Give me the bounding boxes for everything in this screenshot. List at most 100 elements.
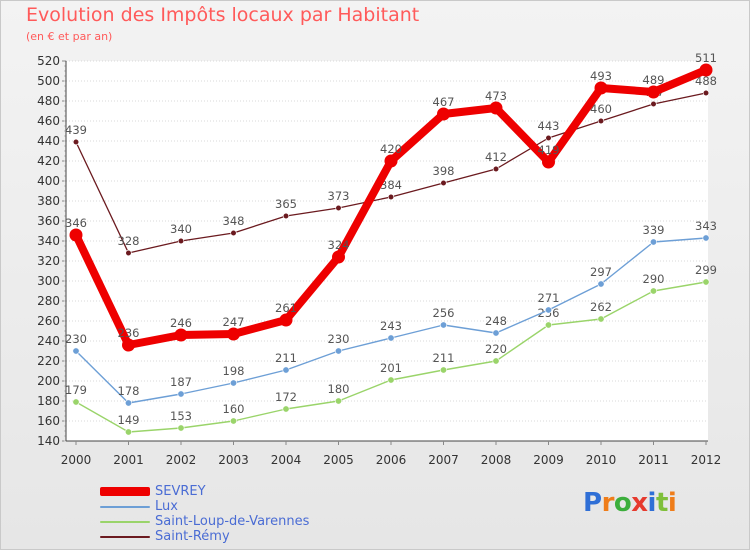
data-point-saint-remy [387,193,395,201]
y-tick-label: 140 [37,434,60,448]
data-label-sevrey: 346 [65,216,87,230]
data-point-saint-remy [492,165,500,173]
data-label-saint-remy: 488 [695,74,717,88]
logo-letter: r [601,488,615,518]
data-label-lux: 248 [485,314,507,328]
data-label-sevrey: 324 [328,238,350,252]
data-label-saint-loup-de-varennes: 262 [590,300,612,314]
data-point-saint-loup-de-varennes [334,397,342,405]
data-label-saint-loup-de-varennes: 180 [328,382,350,396]
data-point-saint-loup-de-varennes [72,398,80,406]
y-tick-label: 360 [37,214,60,228]
y-tick-label: 460 [37,114,60,128]
data-point-saint-remy [440,179,447,187]
data-label-sevrey: 473 [485,89,507,103]
logo-letter: P [583,488,602,518]
data-point-saint-remy [650,100,657,108]
data-label-saint-remy: 365 [275,197,297,211]
data-label-lux: 211 [275,351,297,365]
y-tick-label: 240 [37,334,60,348]
y-tick-label: 420 [37,154,60,168]
plot-area [66,61,708,441]
logo-letter: i [647,488,657,518]
y-tick-label: 380 [37,194,60,208]
data-point-saint-remy [230,229,237,237]
legend-label-lux: Lux [155,499,178,514]
data-point-saint-remy [702,89,710,97]
data-point-saint-loup-de-varennes [387,376,395,384]
data-label-saint-loup-de-varennes: 160 [223,402,245,416]
y-tick-label: 400 [37,174,60,188]
y-tick-label: 220 [37,354,60,368]
legend-swatch-sevrey [100,487,150,496]
data-label-saint-loup-de-varennes: 153 [170,409,192,423]
legend-swatch-lux [100,505,150,508]
data-label-saint-loup-de-varennes: 149 [118,413,140,427]
data-point-sevrey [332,250,345,264]
data-point-saint-remy [335,204,342,212]
data-label-sevrey: 489 [643,73,665,87]
data-point-sevrey [594,81,608,95]
y-tick-label: 440 [37,134,60,148]
logo-letter: o [613,488,632,518]
data-label-lux: 230 [328,332,350,346]
data-label-saint-loup-de-varennes: 172 [275,390,297,404]
data-point-sevrey [542,155,555,169]
y-tick-label: 280 [37,294,60,308]
y-tick-label: 340 [37,234,60,248]
data-point-sevrey [384,154,398,168]
data-point-saint-loup-de-varennes [230,417,238,425]
x-tick-label: 2007 [428,453,459,467]
data-point-saint-loup-de-varennes [492,357,500,365]
data-point-lux [72,347,80,355]
y-tick-label: 260 [37,314,60,328]
y-tick-label: 300 [37,274,60,288]
data-label-saint-loup-de-varennes: 299 [695,263,717,277]
legend-item-saint-loup-de-varennes: Saint-Loup-de-Varennes [100,514,309,529]
data-label-lux: 178 [118,384,140,398]
data-label-saint-loup-de-varennes: 179 [65,383,87,397]
y-tick-label: 200 [37,374,60,388]
data-label-saint-remy: 340 [170,222,192,236]
data-label-lux: 256 [433,306,455,320]
data-label-saint-remy: 348 [223,214,245,228]
x-tick-label: 2006 [376,453,407,467]
data-label-lux: 198 [223,364,245,378]
data-point-sevrey [122,338,135,352]
data-label-lux: 230 [65,332,87,346]
data-label-sevrey: 261 [275,301,297,315]
data-point-saint-remy [282,212,290,220]
data-point-lux [125,399,133,407]
data-label-saint-remy: 412 [485,150,507,164]
data-label-saint-loup-de-varennes: 201 [380,361,402,375]
x-tick-label: 2012 [691,453,722,467]
data-point-lux [544,306,552,314]
y-tick-label: 480 [37,94,60,108]
legend-item-saint-remy: Saint-Rémy [100,529,309,544]
data-label-saint-remy: 373 [328,189,350,203]
data-point-saint-remy [597,117,605,125]
x-tick-label: 2008 [481,453,512,467]
logo-letter: t [655,488,668,518]
data-point-lux [492,329,500,337]
x-tick-label: 2005 [323,453,354,467]
data-point-sevrey [437,107,450,121]
data-label-lux: 243 [380,319,402,333]
data-label-lux: 343 [695,219,717,233]
data-point-sevrey [699,63,713,77]
data-point-saint-remy [177,237,185,245]
data-label-sevrey: 247 [223,315,245,329]
data-point-lux [334,347,342,355]
x-tick-label: 2009 [533,453,564,467]
x-tick-label: 2004 [271,453,302,467]
data-label-saint-loup-de-varennes: 290 [643,272,665,286]
data-point-sevrey [174,328,188,342]
chart-title: Evolution des Impôts locaux par Habitant [26,4,420,26]
x-tick-label: 2010 [586,453,617,467]
data-point-saint-loup-de-varennes [125,428,133,436]
legend-label-saint-loup-de-varennes: Saint-Loup-de-Varennes [155,514,310,529]
data-label-saint-remy: 439 [65,123,87,137]
legend-item-lux: Lux [100,499,309,514]
data-point-saint-loup-de-varennes [597,315,605,323]
